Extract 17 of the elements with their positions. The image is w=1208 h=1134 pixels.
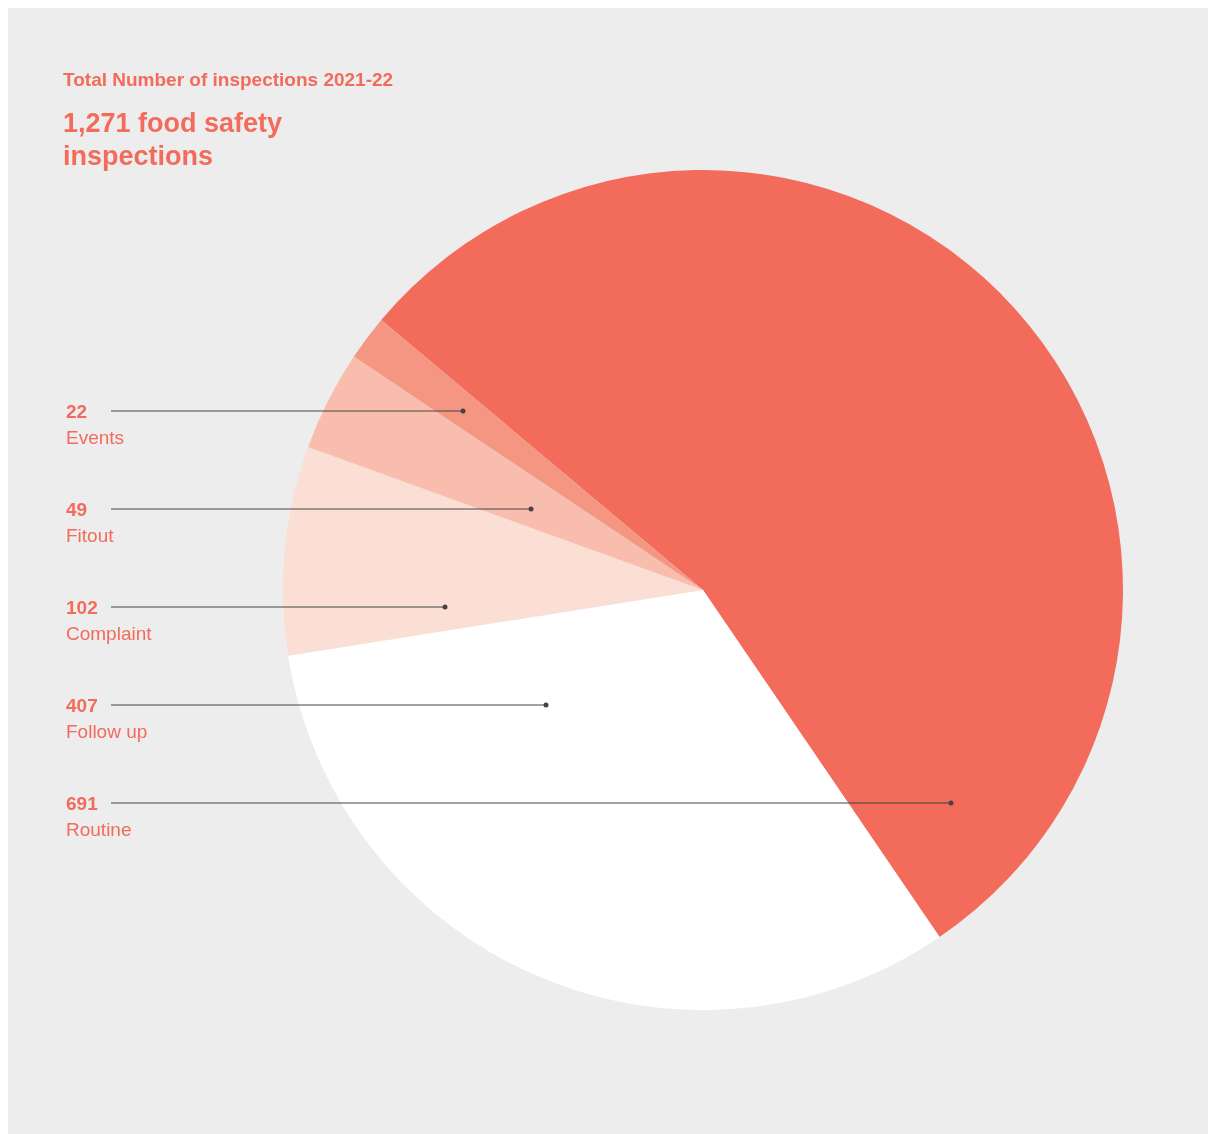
data-label: 407 bbox=[66, 695, 98, 716]
data-label: 691 bbox=[66, 793, 99, 814]
data-label: 102 bbox=[66, 597, 98, 618]
pie-slice bbox=[353, 320, 703, 590]
chart-subtitle: 1,271 food safety inspections bbox=[63, 108, 283, 171]
pie-slice bbox=[283, 447, 703, 656]
slice-label: Complaint bbox=[66, 623, 153, 644]
pie-slice bbox=[288, 590, 940, 1010]
slice-label: Routine bbox=[66, 819, 132, 840]
data-label: 49 bbox=[66, 499, 88, 520]
slice-label: Fitout bbox=[66, 525, 115, 546]
pie-slice bbox=[308, 356, 703, 590]
pie-slice bbox=[381, 170, 1123, 938]
slice-label: Events bbox=[66, 427, 125, 448]
chart-title: Total Number of inspections 2021-22 bbox=[63, 69, 394, 90]
slice-label: Follow up bbox=[66, 721, 148, 742]
data-label: 22 bbox=[66, 401, 88, 422]
